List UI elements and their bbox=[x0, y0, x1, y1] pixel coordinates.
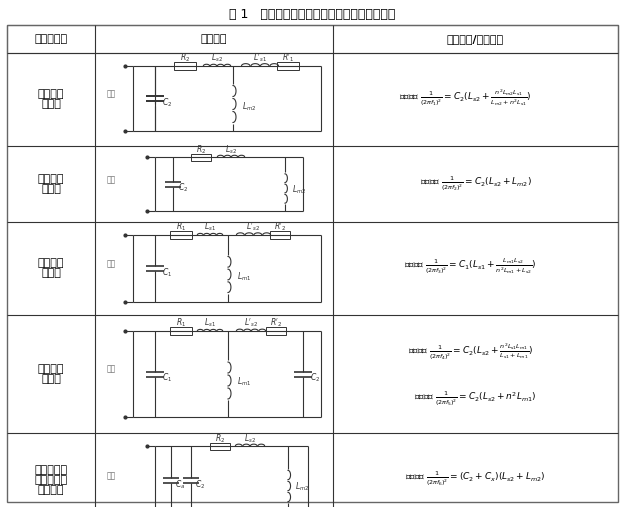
Text: 并联谐振 $\frac{1}{(2\pi f_3)^2}=C_1(L_{s1}+\frac{L_{m1}L_{s2}}{n^2L_{m1}+L_{s2}})$: 并联谐振 $\frac{1}{(2\pi f_3)^2}=C_1(L_{s1}+… bbox=[404, 257, 537, 276]
Text: $L_{m2}$: $L_{m2}$ bbox=[292, 184, 306, 196]
Text: $C_2$: $C_2$ bbox=[162, 96, 172, 108]
Text: $L'_{s2}$: $L'_{s2}$ bbox=[244, 317, 258, 329]
Text: 表 1   初次级不同状态下的等效电路及谐振方程: 表 1 初次级不同状态下的等效电路及谐振方程 bbox=[229, 8, 396, 20]
Bar bbox=[174, 62, 196, 70]
Bar bbox=[277, 62, 299, 70]
Bar bbox=[270, 231, 290, 239]
Text: $C_1$: $C_1$ bbox=[162, 266, 172, 279]
Text: $R_1$: $R_1$ bbox=[176, 221, 186, 233]
Text: $L_{m2}$: $L_{m2}$ bbox=[242, 100, 256, 113]
Text: $L_{m1}$: $L_{m1}$ bbox=[237, 270, 251, 283]
Bar bbox=[191, 154, 211, 161]
Text: 并联谐振 $\frac{1}{(2\pi f_1)^2}=C_2(L_{s2}+\frac{n^2L_{m2}L_{s1}}{L_{m2}+n^2L_{s1}}: 并联谐振 $\frac{1}{(2\pi f_1)^2}=C_2(L_{s2}+… bbox=[399, 87, 532, 108]
Text: $R_2$: $R_2$ bbox=[215, 433, 225, 445]
Text: 初次级状态: 初次级状态 bbox=[34, 34, 68, 44]
Bar bbox=[170, 327, 192, 335]
Text: $L'_{s1}$: $L'_{s1}$ bbox=[253, 52, 268, 64]
Text: $L'_{s2}$: $L'_{s2}$ bbox=[246, 221, 261, 233]
Text: 次级短路: 次级短路 bbox=[38, 259, 64, 269]
Text: $C_a$: $C_a$ bbox=[175, 478, 185, 491]
Bar bbox=[170, 231, 192, 239]
Text: 初级开路次: 初级开路次 bbox=[34, 465, 68, 476]
Text: $C_2$: $C_2$ bbox=[178, 182, 188, 194]
Bar bbox=[7, 25, 618, 53]
Text: 初级: 初级 bbox=[107, 259, 116, 268]
Text: 初级开路: 初级开路 bbox=[38, 174, 64, 184]
Text: 谐振类型/谐振方程: 谐振类型/谐振方程 bbox=[447, 34, 504, 44]
Text: $L_{s2}$: $L_{s2}$ bbox=[211, 52, 223, 64]
Text: 并联谐振 $\frac{1}{(2\pi f_6)^2}=(C_2+C_x)(L_{s2}+L_{m2})$: 并联谐振 $\frac{1}{(2\pi f_6)^2}=(C_2+C_x)(L… bbox=[406, 469, 546, 488]
Text: $L_{s1}$: $L_{s1}$ bbox=[204, 317, 216, 329]
Text: $L_{s1}$: $L_{s1}$ bbox=[204, 221, 216, 233]
Text: 测初级: 测初级 bbox=[41, 269, 61, 278]
Text: $R_2$: $R_2$ bbox=[180, 52, 190, 64]
Text: 容调次级: 容调次级 bbox=[38, 486, 64, 495]
Text: 次级开路: 次级开路 bbox=[38, 364, 64, 374]
Text: 次级: 次级 bbox=[107, 471, 116, 480]
Text: $L_{s2}$: $L_{s2}$ bbox=[244, 433, 256, 445]
Text: $L_{m1}$: $L_{m1}$ bbox=[237, 376, 251, 388]
Text: 并联谐振 $\frac{1}{(2\pi f_2)^2}=C_2(L_{s2}+L_{m2})$: 并联谐振 $\frac{1}{(2\pi f_2)^2}=C_2(L_{s2}+… bbox=[419, 175, 531, 193]
Text: 次级: 次级 bbox=[107, 89, 116, 98]
Text: 测初级: 测初级 bbox=[41, 374, 61, 384]
Text: $L_{m2}$: $L_{m2}$ bbox=[295, 480, 309, 493]
Text: $C_2$: $C_2$ bbox=[310, 372, 320, 384]
Text: 测次级: 测次级 bbox=[41, 99, 61, 110]
Text: $C_1$: $C_1$ bbox=[162, 372, 172, 384]
Text: $R_1$: $R_1$ bbox=[176, 317, 186, 329]
Text: $R_2$: $R_2$ bbox=[196, 144, 206, 156]
Text: 并联谐振 $\frac{1}{(2\pi f_5)^2}=C_2(L_{s2}+n^2L_{m1})$: 并联谐振 $\frac{1}{(2\pi f_5)^2}=C_2(L_{s2}+… bbox=[414, 390, 537, 408]
Text: $R'_2$: $R'_2$ bbox=[269, 317, 282, 329]
Bar bbox=[210, 443, 230, 450]
Text: $R'_2$: $R'_2$ bbox=[274, 221, 286, 233]
Text: $L_{s2}$: $L_{s2}$ bbox=[225, 144, 237, 156]
Text: $R'_1$: $R'_1$ bbox=[282, 52, 294, 64]
Text: 串联谐振 $\frac{1}{(2\pi f_4)^2}=C_2(L_{s2}+\frac{n^2L_{s1}L_{m1}}{L_{s1}+L_{m1}})$: 串联谐振 $\frac{1}{(2\pi f_4)^2}=C_2(L_{s2}+… bbox=[408, 342, 533, 363]
Text: $C_2$: $C_2$ bbox=[195, 478, 205, 491]
Text: 测次级: 测次级 bbox=[41, 184, 61, 194]
Text: 次级: 次级 bbox=[107, 175, 116, 185]
Bar bbox=[266, 327, 286, 335]
Text: 初级短路: 初级短路 bbox=[38, 90, 64, 99]
Text: 等效电路: 等效电路 bbox=[201, 34, 228, 44]
Text: 级并已知电: 级并已知电 bbox=[34, 476, 68, 486]
Text: 初级: 初级 bbox=[107, 365, 116, 374]
